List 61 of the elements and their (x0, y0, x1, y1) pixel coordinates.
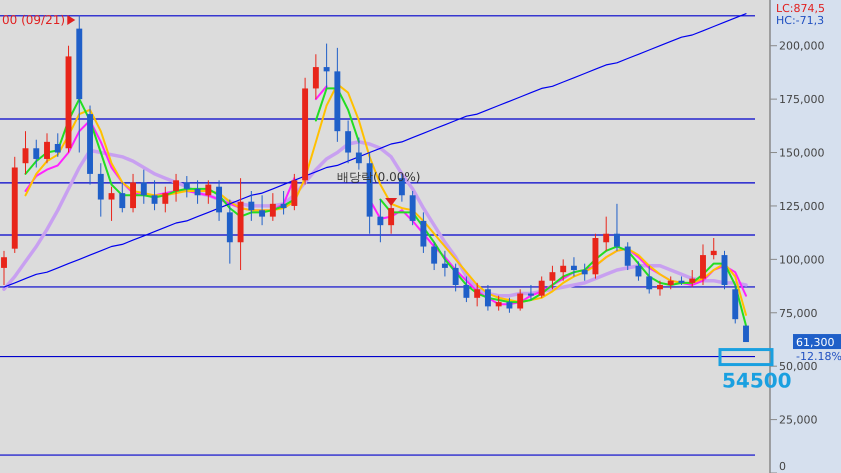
candlestick (1, 250, 7, 286)
y-tick-label: 150,000 (779, 146, 824, 160)
candlestick (152, 180, 158, 211)
text: LC:874,5 (776, 2, 826, 15)
y-tick-label: 200,000 (779, 40, 824, 53)
candlestick (689, 270, 696, 288)
candlestick (324, 43, 330, 89)
candlestick (560, 258, 566, 282)
candlestick (474, 282, 480, 307)
candlestick (22, 130, 28, 174)
candlestick (140, 169, 147, 204)
candlestick (280, 190, 287, 215)
text: HC:-71,3 (776, 14, 824, 27)
candlestick (44, 132, 50, 164)
candlestick (463, 276, 470, 303)
candlestick (517, 288, 524, 312)
candlestick (54, 132, 61, 158)
y-tick-label: 0 (779, 460, 786, 473)
candlestick (570, 256, 577, 277)
candlestick (452, 263, 459, 292)
candlestick (248, 190, 254, 222)
candlestick (646, 265, 652, 294)
candlestick (205, 180, 212, 204)
y-tick-label: 75,000 (779, 306, 818, 320)
candlestick (624, 242, 631, 271)
line-series (3, 13, 747, 288)
y-tick-label: 25,000 (779, 414, 818, 427)
candlestick (538, 276, 545, 298)
candlestick (549, 265, 556, 290)
candlestick (743, 325, 749, 343)
candlestick (603, 216, 610, 252)
y-tick-label: 125,000 (779, 200, 824, 213)
y-tick-label: 175,000 (779, 93, 824, 106)
candlestick (345, 120, 352, 164)
y-tick-label: 100,000 (779, 253, 824, 266)
candlestick (356, 137, 362, 170)
annotation: 00 (09/21) (2, 13, 66, 27)
candlestick (506, 297, 512, 314)
candlestick (33, 139, 40, 168)
candlestick (377, 199, 384, 243)
candlestick (700, 244, 706, 286)
candlestick (442, 250, 448, 277)
candlestick (312, 54, 319, 100)
candlestick (614, 203, 620, 252)
candlestick (119, 182, 126, 213)
candlestick (259, 194, 266, 226)
candlestick (194, 180, 201, 204)
text: 61,300 (796, 336, 834, 350)
candlestick (528, 284, 534, 300)
candlestick (636, 260, 642, 282)
candlestick (668, 276, 674, 290)
candlestick (431, 242, 438, 271)
candlestick (173, 173, 180, 202)
candlestick (270, 192, 276, 222)
candlestick (484, 284, 491, 312)
candlestick (582, 263, 588, 282)
candlestick (184, 176, 190, 198)
candlestick (657, 280, 663, 296)
candlestick (496, 295, 502, 312)
candlestick (108, 186, 114, 222)
candlestick (162, 186, 168, 213)
